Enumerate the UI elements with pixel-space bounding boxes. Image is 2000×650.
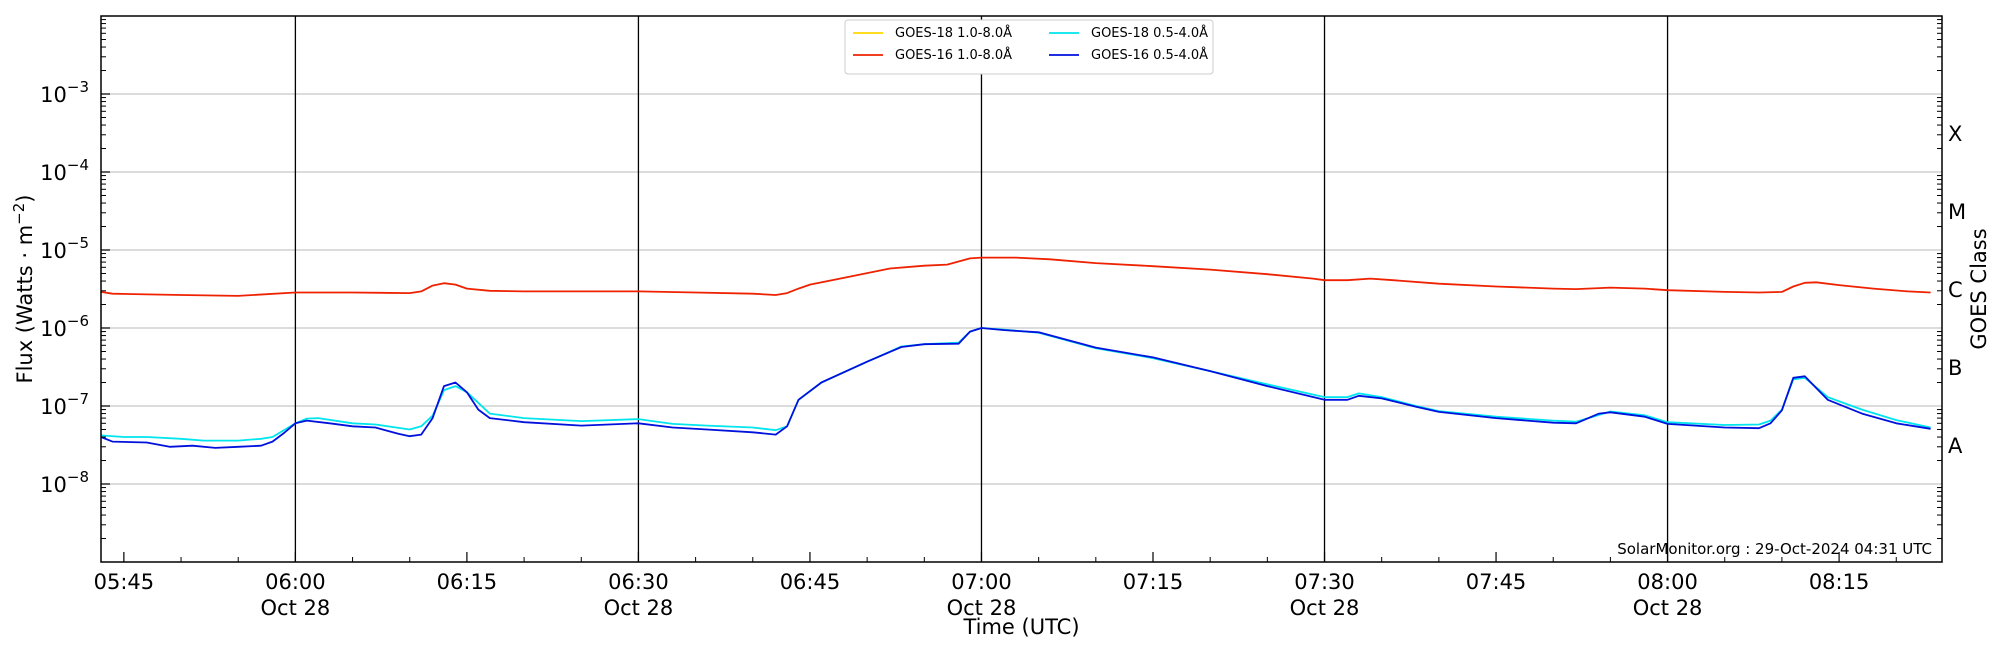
x-tick-label: 05:45 (94, 570, 155, 594)
credit-text: SolarMonitor.org : 29-Oct-2024 04:31 UTC (1617, 540, 1932, 558)
y-tick-label: 10−3 (40, 78, 89, 107)
goes-class-label: M (1948, 200, 1966, 224)
goes-class-label: C (1948, 278, 1963, 302)
y-tick-exponent: −8 (67, 468, 89, 486)
x-tick-label: 06:45 (780, 570, 841, 594)
x-tick-label: 07:30 (1294, 570, 1355, 594)
series-line (100, 327, 1931, 449)
x-tick-date-label: Oct 28 (1290, 596, 1360, 620)
vertical-day-lines (294, 16, 1669, 562)
x-tick-label: 07:00 (951, 570, 1012, 594)
x-tick-date-label: Oct 28 (947, 596, 1017, 620)
x-tick-label: 08:15 (1809, 570, 1870, 594)
y-tick-base: 10 (40, 317, 67, 341)
y-tick-exponent: −5 (67, 234, 89, 252)
x-tick-label: 06:15 (437, 570, 498, 594)
legend-entry-label: GOES-16 0.5-4.0Å (1091, 47, 1208, 63)
goes-class-label: B (1948, 356, 1962, 380)
legend-entry-label: GOES-18 1.0-8.0Å (895, 25, 1012, 41)
y-tick-base: 10 (40, 83, 67, 107)
y-tick-label: 10−6 (40, 312, 89, 341)
tick-layer (101, 19, 1942, 562)
plot-frame (100, 15, 1943, 563)
series-line (100, 256, 1931, 297)
y-axis-title-close: ) (13, 194, 37, 202)
x-tick-label: 06:30 (608, 570, 669, 594)
y-tick-label: 10−8 (40, 468, 89, 497)
y-tick-base: 10 (40, 161, 67, 185)
y-tick-base: 10 (40, 395, 67, 419)
x-tick-label: 07:15 (1123, 570, 1184, 594)
y-tick-label: 10−4 (40, 156, 89, 185)
y-tick-base: 10 (40, 239, 67, 263)
x-tick-date-label: Oct 28 (604, 596, 674, 620)
y-tick-base: 10 (40, 473, 67, 497)
legend: GOES-18 1.0-8.0Å GOES-18 0.5-4.0Å GOES-16 … (844, 19, 1214, 75)
y-axis-title-main: Flux (Watts (13, 265, 37, 383)
y-tick-label: 10−5 (40, 234, 89, 263)
y-tick-exponent: −7 (67, 390, 89, 408)
y-tick-exponent: −6 (67, 312, 89, 330)
legend-box (844, 19, 1214, 75)
x-tick-date-label: Oct 28 (1633, 596, 1703, 620)
series-layer (100, 256, 1931, 449)
x-tick-date-label: Oct 28 (261, 596, 331, 620)
goes-class-label: X (1948, 122, 1962, 146)
y-axis-title-mid: · m (13, 225, 37, 265)
x-tick-label: 08:00 (1637, 570, 1698, 594)
y-tick-label: 10−7 (40, 390, 89, 419)
goes-class-axis-title: GOES Class (1967, 228, 1991, 349)
x-axis-title: Time (UTC) (962, 615, 1079, 639)
y-tick-exponent: −3 (67, 78, 89, 96)
x-tick-label: 07:45 (1466, 570, 1527, 594)
grid-layer (101, 93, 1942, 485)
x-tick-label: 06:00 (265, 570, 326, 594)
goes-class-label: A (1948, 434, 1963, 458)
y-axis-title-sup: −2 (10, 203, 28, 225)
y-tick-exponent: −4 (67, 156, 89, 174)
legend-entry-label: GOES-16 1.0-8.0Å (895, 47, 1012, 63)
legend-entry-label: GOES-18 0.5-4.0Å (1091, 25, 1208, 41)
y-axis-title: Flux (Watts · m−2) (10, 194, 37, 383)
